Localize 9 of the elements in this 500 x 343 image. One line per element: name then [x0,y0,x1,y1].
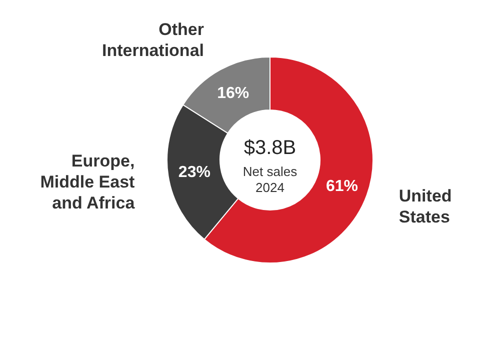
data-label: 61% [326,178,358,195]
slice-label: Europe, Middle East and Africa [40,151,136,212]
data-label: 16% [217,84,250,102]
text: Net sales [242,164,298,179]
text: $3.8B [244,137,296,159]
slice-label: United States [398,186,452,226]
slice-label: Other International [102,20,204,60]
text: 2024 [256,180,284,195]
data-label: 23% [178,164,210,181]
